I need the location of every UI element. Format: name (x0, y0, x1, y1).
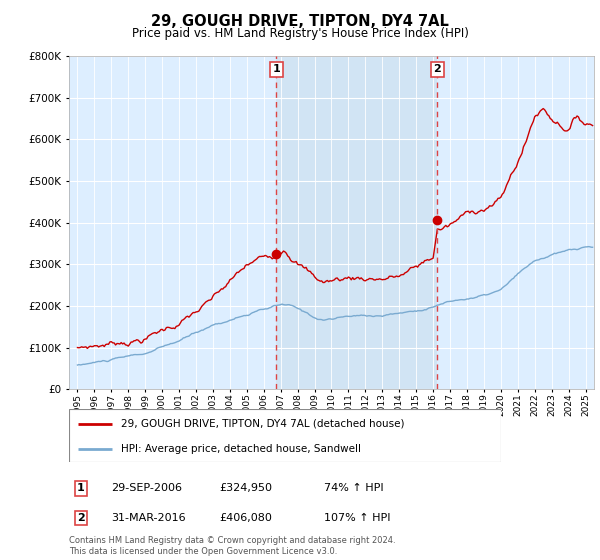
Text: 1: 1 (272, 64, 280, 74)
Text: 1: 1 (77, 483, 85, 493)
Text: 2: 2 (433, 64, 441, 74)
Text: HPI: Average price, detached house, Sandwell: HPI: Average price, detached house, Sand… (121, 444, 361, 454)
Text: £324,950: £324,950 (219, 483, 272, 493)
Text: 2: 2 (77, 513, 85, 523)
Text: 107% ↑ HPI: 107% ↑ HPI (324, 513, 391, 523)
Text: Contains HM Land Registry data © Crown copyright and database right 2024.
This d: Contains HM Land Registry data © Crown c… (69, 536, 395, 556)
Bar (277, 56, 437, 389)
Text: 29, GOUGH DRIVE, TIPTON, DY4 7AL (detached house): 29, GOUGH DRIVE, TIPTON, DY4 7AL (detach… (121, 419, 404, 429)
Text: 31-MAR-2016: 31-MAR-2016 (111, 513, 185, 523)
Text: 29, GOUGH DRIVE, TIPTON, DY4 7AL: 29, GOUGH DRIVE, TIPTON, DY4 7AL (151, 14, 449, 29)
Text: 74% ↑ HPI: 74% ↑ HPI (324, 483, 383, 493)
Text: 29-SEP-2006: 29-SEP-2006 (111, 483, 182, 493)
Text: £406,080: £406,080 (219, 513, 272, 523)
Text: Price paid vs. HM Land Registry's House Price Index (HPI): Price paid vs. HM Land Registry's House … (131, 27, 469, 40)
